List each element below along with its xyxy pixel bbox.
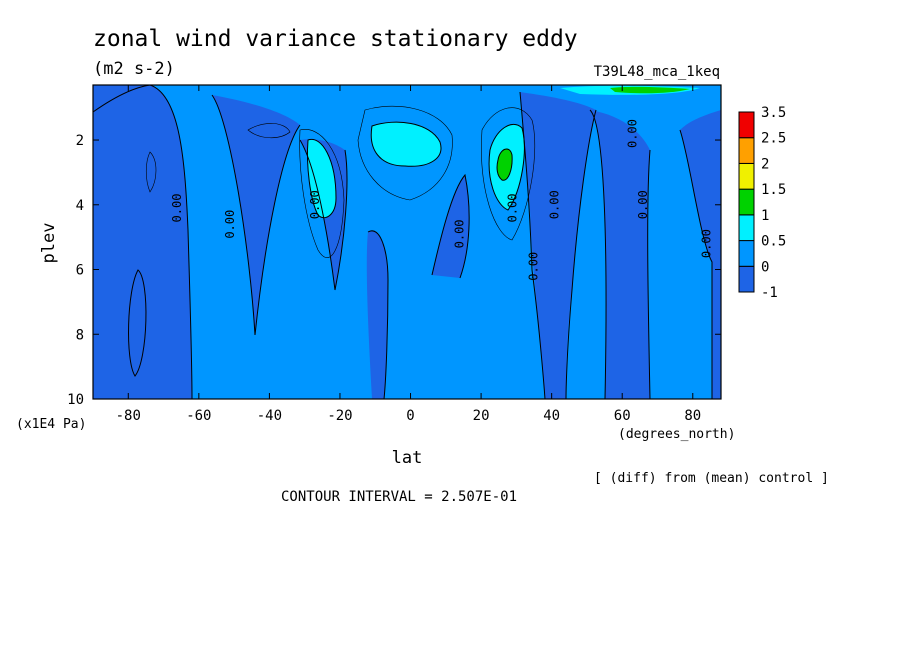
colorbar-swatch xyxy=(738,162,755,190)
plot-area: 0.00 0.00 0.00 0.00 0.00 0.00 0.00 0.00 0.00 0.00 xyxy=(93,85,721,399)
y-units-label: (x1E4 Pa) xyxy=(16,417,86,432)
contour-label: 0.00 xyxy=(699,229,713,258)
y-tick-label: 2 xyxy=(76,133,84,149)
colorbar-label: 3.5 xyxy=(761,105,786,121)
colorbar-swatch xyxy=(738,214,755,242)
colorbar: -1 0 0.5 1 1.5 2 2.5 3.5 xyxy=(738,105,786,301)
contour-line xyxy=(370,121,442,167)
contour-line xyxy=(488,123,525,211)
y-tick-label: 4 xyxy=(76,198,84,214)
colorbar-label: 1 xyxy=(761,208,769,224)
contour-label: 0.00 xyxy=(170,194,184,223)
chart-title: zonal wind variance stationary eddy xyxy=(93,26,578,52)
colorbar-label: 2 xyxy=(761,156,769,172)
colorbar-label: 2.5 xyxy=(761,131,786,147)
contour-line xyxy=(357,105,453,201)
contour-label: 0.00 xyxy=(527,252,541,281)
contour-label: 0.00 xyxy=(505,194,519,223)
colorbar-swatch xyxy=(738,137,755,164)
contour-interval-text: CONTOUR INTERVAL = 2.507E-01 xyxy=(281,489,517,505)
contour-line xyxy=(367,230,389,399)
plot-frame xyxy=(92,84,722,400)
y-tick-label: 10 xyxy=(67,392,84,408)
mid-region xyxy=(307,139,336,218)
colorbar-label: -1 xyxy=(761,285,778,301)
contour-line xyxy=(211,94,301,336)
y-tick-label: 8 xyxy=(76,327,84,343)
colorbar-swatch xyxy=(738,188,755,216)
contour-line xyxy=(431,173,470,279)
colorbar-label: 1.5 xyxy=(761,182,786,198)
x-tick-label: 0 xyxy=(406,408,414,424)
contour-line xyxy=(679,129,713,399)
y-axis-label: plev xyxy=(39,223,59,264)
contour-label: 0.00 xyxy=(636,190,650,219)
y-axis: 2 4 6 8 10 xyxy=(67,133,721,408)
colorbar-swatch xyxy=(738,265,755,293)
contour-line xyxy=(145,151,157,193)
negative-region xyxy=(432,175,470,278)
colorbar-label: 0 xyxy=(761,259,769,275)
contour-line xyxy=(647,149,651,399)
contour-lines xyxy=(93,85,713,399)
contour-label: 0.00 xyxy=(223,210,237,239)
contour-line xyxy=(307,138,337,219)
x-tick-label: 20 xyxy=(473,408,490,424)
chart-units: (m2 s-2) xyxy=(93,59,175,79)
high-level-regions xyxy=(497,86,690,181)
negative-region xyxy=(548,135,572,290)
contour-label: 0.00 xyxy=(625,119,639,148)
high-region xyxy=(497,148,513,181)
run-label: T39L48_mca_1keq xyxy=(594,64,720,80)
x-tick-label: 40 xyxy=(543,408,560,424)
negative-regions xyxy=(93,85,721,399)
x-tick-label: -80 xyxy=(116,408,141,424)
contour-line xyxy=(589,109,607,399)
contour-line xyxy=(565,109,597,399)
colorbar-label: 0.5 xyxy=(761,234,786,250)
negative-region xyxy=(128,270,146,376)
mid-region xyxy=(371,122,441,167)
contour-label: 0.00 xyxy=(308,190,322,219)
x-tick-label: 80 xyxy=(684,408,701,424)
contour-label: 0.00 xyxy=(548,190,562,219)
colorbar-swatch xyxy=(738,111,755,139)
x-axis-label: lat xyxy=(392,448,423,468)
y-tick-label: 6 xyxy=(76,263,84,279)
contour-line xyxy=(299,129,345,258)
x-tick-label: -40 xyxy=(257,408,282,424)
x-axis: -80 -60 -40 -20 0 20 40 60 80 xyxy=(116,85,701,424)
negative-region xyxy=(590,110,650,399)
negative-region xyxy=(366,230,388,399)
high-region xyxy=(610,86,690,94)
contour-line xyxy=(128,269,147,377)
diff-note: [ (diff) from (mean) control ] xyxy=(594,471,829,486)
negative-region xyxy=(93,85,192,399)
x-tick-label: 60 xyxy=(614,408,631,424)
contour-line xyxy=(93,85,193,399)
x-tick-label: -60 xyxy=(186,408,211,424)
colorbar-swatch xyxy=(738,240,755,267)
contour-labels: 0.00 0.00 0.00 0.00 0.00 0.00 0.00 0.00 0.00 0.00 xyxy=(170,119,713,281)
contour-label: 0.00 xyxy=(452,219,466,248)
negative-region xyxy=(680,110,721,399)
negative-region xyxy=(212,95,300,335)
contour-line xyxy=(496,148,513,181)
x-tick-label: -20 xyxy=(327,408,352,424)
x-units-label: (degrees_north) xyxy=(618,427,735,442)
contour-line xyxy=(299,139,348,291)
contour-line xyxy=(247,123,291,139)
negative-region xyxy=(520,92,596,399)
